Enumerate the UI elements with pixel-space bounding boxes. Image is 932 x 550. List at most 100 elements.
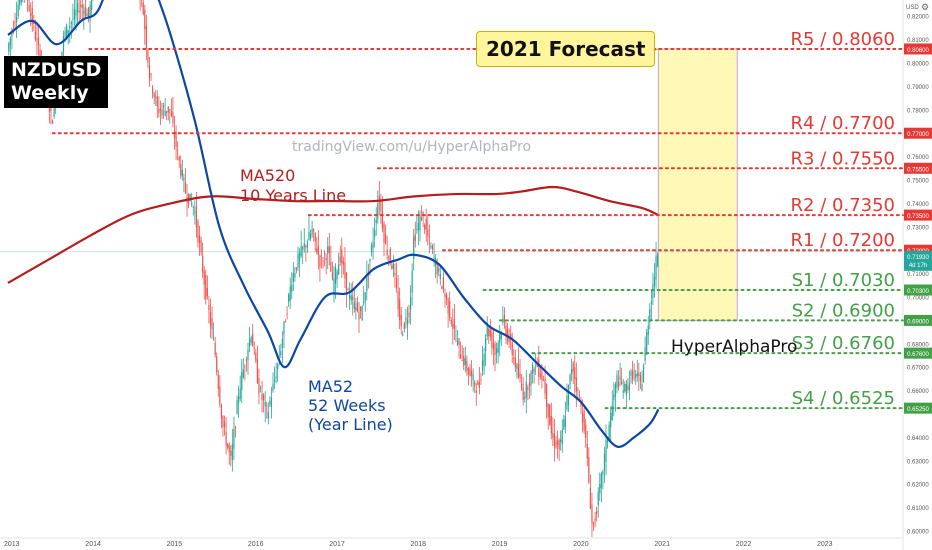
candle-body (606, 438, 609, 443)
support-level-label: S2 / 0.6900 (792, 300, 895, 321)
candle-up (535, 353, 537, 375)
candle-body (375, 219, 377, 224)
time-tick-label: 2018 (411, 541, 427, 548)
candle-up (605, 424, 607, 476)
candle-up (636, 359, 638, 382)
candle-down (320, 249, 323, 269)
candle-down (352, 281, 354, 316)
candle-body (614, 383, 617, 397)
candle-down (144, 4, 146, 45)
candle-down (209, 298, 212, 338)
candle-up (194, 200, 196, 225)
candle-body (475, 390, 477, 393)
candle-body (206, 287, 208, 297)
candle-body (212, 338, 215, 340)
candle-body (328, 246, 330, 253)
candle-up (610, 406, 612, 443)
candle-down (505, 321, 507, 344)
candle-up (608, 421, 610, 441)
price-tick-label: 0.63000 (907, 459, 929, 465)
candle-up (602, 469, 604, 490)
candle-body (406, 319, 409, 325)
candle-body (474, 381, 476, 386)
candle-down (588, 447, 590, 485)
candle-body (383, 223, 385, 243)
candle-body (455, 338, 457, 340)
candle-up (273, 366, 276, 389)
candle-up (411, 263, 413, 306)
candle-down (219, 375, 221, 408)
resistance-axis-tag-label: 0.80600 (907, 48, 929, 54)
candle-up (499, 324, 501, 356)
candle-body (159, 108, 162, 111)
candle-down (585, 418, 587, 448)
candle-body (169, 109, 171, 111)
candle-down (175, 125, 177, 160)
price-tick-label: 0.70000 (907, 296, 929, 302)
candle-body (275, 376, 277, 379)
time-tick-label: 2015 (167, 541, 183, 548)
candle-body (632, 370, 634, 380)
candle-body (223, 422, 226, 428)
candle-body (283, 321, 285, 335)
candle-body (597, 492, 599, 506)
candle-down (195, 191, 197, 238)
candle-down (80, 0, 82, 20)
candle-body (624, 383, 626, 392)
candle-body (162, 105, 165, 108)
candle-body (355, 306, 357, 311)
candle-body (417, 223, 420, 231)
candle-body (574, 367, 576, 380)
candle-up (644, 336, 646, 365)
candle-up (76, 0, 79, 26)
candle-up (353, 290, 355, 313)
candle-up (599, 472, 601, 501)
candle-down (574, 355, 576, 396)
candle-body (350, 295, 352, 301)
candle-down (639, 371, 642, 390)
candle-body (436, 262, 438, 275)
candle-body (655, 256, 657, 280)
candle-body (48, 104, 51, 112)
candle-body (431, 245, 434, 250)
candle-body (341, 249, 343, 264)
candle-down (466, 355, 468, 376)
candle-body (247, 349, 249, 360)
candle-down (627, 378, 629, 393)
candle-body (391, 265, 393, 269)
candle-down (36, 24, 38, 56)
candle-up (417, 210, 420, 246)
candle-down (477, 379, 479, 386)
candle-down (147, 48, 149, 68)
candle-up (600, 471, 602, 503)
candle-body (142, 2, 144, 15)
candle-down (178, 155, 180, 168)
candle-body (62, 36, 65, 52)
candle-body (492, 343, 495, 350)
price-tick-label: 0.75000 (907, 179, 929, 185)
candle-up (70, 20, 72, 39)
candle-body (657, 254, 659, 267)
candle-body (388, 257, 390, 259)
candle-body (325, 257, 327, 261)
candle-body (225, 431, 227, 446)
candle-body (477, 381, 479, 385)
candle-body (611, 405, 613, 421)
candle-up (622, 378, 624, 399)
candle-down (408, 304, 410, 324)
candle-body (9, 37, 11, 46)
candle-body (527, 387, 529, 391)
candle-body (317, 245, 319, 255)
price-tick-label: 0.82000 (907, 15, 929, 21)
gear-icon[interactable]: ⚙ (921, 2, 930, 12)
candle-down (159, 100, 162, 125)
candle-up (311, 220, 313, 238)
candle-down (200, 236, 202, 256)
candle-body (497, 342, 499, 353)
candle-down (228, 442, 230, 465)
candle-down (450, 317, 452, 327)
candle-down (458, 338, 460, 359)
time-tick-label: 2022 (736, 541, 752, 548)
candle-body (220, 404, 223, 419)
